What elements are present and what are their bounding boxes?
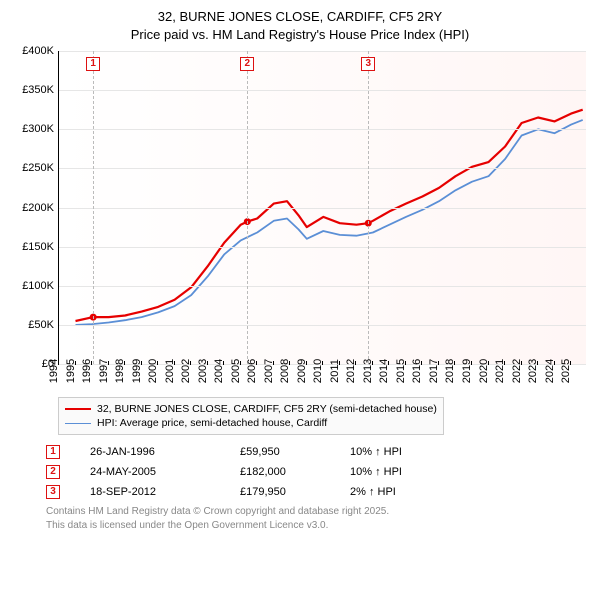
sale-marker-icon: 3 bbox=[46, 485, 60, 499]
gridline bbox=[59, 90, 586, 91]
y-tick-label: £400K bbox=[22, 45, 54, 57]
sale-hpi: 10% ↑ HPI bbox=[350, 466, 440, 478]
footer-line1: Contains HM Land Registry data © Crown c… bbox=[46, 505, 590, 519]
sales-row: 3 18-SEP-2012 £179,950 2% ↑ HPI bbox=[46, 485, 590, 499]
legend-swatch bbox=[65, 423, 91, 424]
legend-label: HPI: Average price, semi-detached house,… bbox=[97, 416, 327, 430]
sales-table: 1 26-JAN-1996 £59,950 10% ↑ HPI 2 24-MAY… bbox=[46, 445, 590, 499]
legend: 32, BURNE JONES CLOSE, CARDIFF, CF5 2RY … bbox=[58, 397, 444, 435]
footer-line2: This data is licensed under the Open Gov… bbox=[46, 519, 590, 533]
x-tick-label: 2025 bbox=[560, 359, 580, 383]
sale-hpi: 2% ↑ HPI bbox=[350, 486, 440, 498]
sale-price: £59,950 bbox=[240, 446, 320, 458]
gridline bbox=[59, 208, 586, 209]
x-axis: 1994199519961997199819992000200120022003… bbox=[58, 365, 586, 391]
legend-row: HPI: Average price, semi-detached house,… bbox=[65, 416, 437, 430]
legend-swatch bbox=[65, 408, 91, 410]
y-tick-label: £100K bbox=[22, 280, 54, 292]
chart-container: 32, BURNE JONES CLOSE, CARDIFF, CF5 2RY … bbox=[0, 0, 600, 536]
gridline bbox=[59, 168, 586, 169]
sale-price: £182,000 bbox=[240, 466, 320, 478]
gridline bbox=[59, 51, 586, 52]
sale-marker-icon: 1 bbox=[46, 445, 60, 459]
footer: Contains HM Land Registry data © Crown c… bbox=[46, 505, 590, 532]
legend-label: 32, BURNE JONES CLOSE, CARDIFF, CF5 2RY … bbox=[97, 402, 437, 416]
gridline bbox=[59, 247, 586, 248]
sale-marker-box: 2 bbox=[240, 57, 254, 71]
plot-wrap: £0£50K£100K£150K£200K£250K£300K£350K£400… bbox=[10, 51, 590, 391]
sale-date: 18-SEP-2012 bbox=[90, 486, 210, 498]
gridline bbox=[59, 286, 586, 287]
sale-date: 24-MAY-2005 bbox=[90, 466, 210, 478]
sale-hpi: 10% ↑ HPI bbox=[350, 446, 440, 458]
sale-vline bbox=[368, 51, 369, 364]
sale-date: 26-JAN-1996 bbox=[90, 446, 210, 458]
chart-title-line1: 32, BURNE JONES CLOSE, CARDIFF, CF5 2RY bbox=[10, 8, 590, 26]
sale-marker-icon: 2 bbox=[46, 465, 60, 479]
sale-price: £179,950 bbox=[240, 486, 320, 498]
series-line-price_paid bbox=[76, 110, 583, 321]
series-line-hpi bbox=[76, 120, 583, 325]
y-tick-label: £350K bbox=[22, 84, 54, 96]
sales-row: 1 26-JAN-1996 £59,950 10% ↑ HPI bbox=[46, 445, 590, 459]
y-tick-label: £200K bbox=[22, 202, 54, 214]
gridline bbox=[59, 129, 586, 130]
sale-vline bbox=[247, 51, 248, 364]
sale-marker-box: 1 bbox=[86, 57, 100, 71]
y-tick-label: £150K bbox=[22, 241, 54, 253]
y-axis: £0£50K£100K£150K£200K£250K£300K£350K£400… bbox=[10, 51, 58, 365]
y-tick-label: £300K bbox=[22, 123, 54, 135]
sale-vline bbox=[93, 51, 94, 364]
sale-marker-box: 3 bbox=[361, 57, 375, 71]
y-tick-label: £250K bbox=[22, 162, 54, 174]
sales-row: 2 24-MAY-2005 £182,000 10% ↑ HPI bbox=[46, 465, 590, 479]
plot-area: 1 2 3 bbox=[58, 51, 586, 365]
y-tick-label: £50K bbox=[28, 319, 54, 331]
legend-row: 32, BURNE JONES CLOSE, CARDIFF, CF5 2RY … bbox=[65, 402, 437, 416]
gridline bbox=[59, 325, 586, 326]
chart-title-line2: Price paid vs. HM Land Registry's House … bbox=[10, 26, 590, 44]
